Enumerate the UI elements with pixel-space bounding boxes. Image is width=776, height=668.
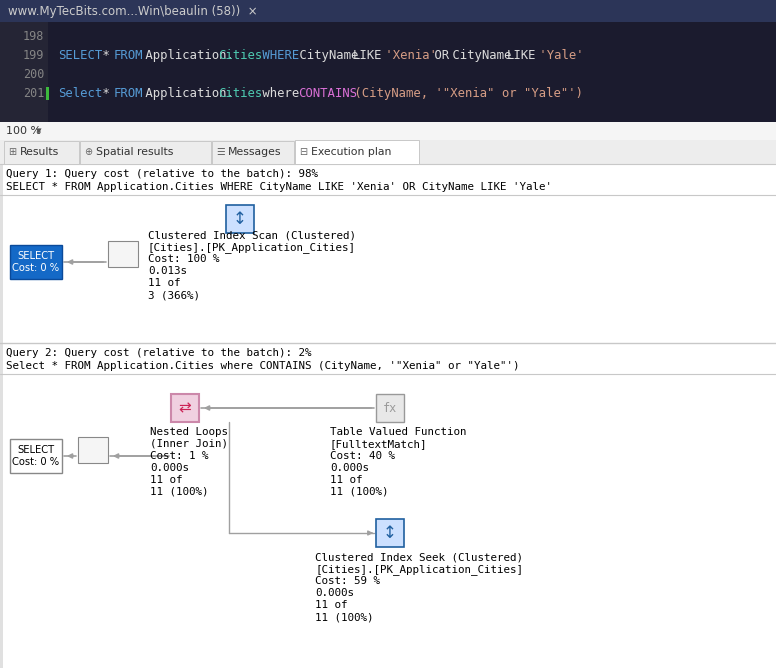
Text: where: where <box>255 87 307 100</box>
Text: Select * FROM Application.Cities where CONTAINS (CityName, '"Xenia" or "Yale"'): Select * FROM Application.Cities where C… <box>6 361 519 371</box>
Text: 100 %: 100 % <box>6 126 41 136</box>
Text: Clustered Index Seek (Clustered): Clustered Index Seek (Clustered) <box>315 552 523 562</box>
Text: ☰: ☰ <box>216 147 225 157</box>
Text: LIKE: LIKE <box>353 49 383 62</box>
Text: Cost: 59 %: Cost: 59 % <box>315 576 380 586</box>
Text: 'Yale': 'Yale' <box>532 49 584 62</box>
Text: [Cities].[PK_Application_Cities]: [Cities].[PK_Application_Cities] <box>148 242 356 253</box>
Bar <box>0 164 776 668</box>
Text: 0.000s: 0.000s <box>330 463 369 473</box>
Text: SELECT * FROM Application.Cities WHERE CityName LIKE 'Xenia' OR CityName LIKE 'Y: SELECT * FROM Application.Cities WHERE C… <box>6 182 552 192</box>
Text: 198: 198 <box>23 30 44 43</box>
Bar <box>0 0 776 22</box>
Bar <box>226 205 254 233</box>
Text: 11 (100%): 11 (100%) <box>150 487 209 497</box>
Bar <box>108 241 138 267</box>
Text: Table Valued Function: Table Valued Function <box>330 427 466 437</box>
Text: CityName: CityName <box>292 49 365 62</box>
Text: [Cities].[PK_Application_Cities]: [Cities].[PK_Application_Cities] <box>315 564 523 575</box>
Text: SELECT
Cost: 0 %: SELECT Cost: 0 % <box>12 445 60 467</box>
Text: 200: 200 <box>23 68 44 81</box>
Text: Nested Loops: Nested Loops <box>150 427 228 437</box>
Text: 11 of: 11 of <box>148 278 181 288</box>
Text: 0.013s: 0.013s <box>148 266 187 276</box>
Text: 3 (366%): 3 (366%) <box>148 290 200 300</box>
Bar <box>0 164 3 668</box>
Text: 201: 201 <box>23 87 44 100</box>
Bar <box>4 141 79 164</box>
Text: Cities: Cities <box>218 49 262 62</box>
Text: (Inner Join): (Inner Join) <box>150 439 228 449</box>
Bar <box>0 22 776 122</box>
Text: *: * <box>95 87 117 100</box>
Text: Messages: Messages <box>228 147 282 157</box>
Text: ↕: ↕ <box>233 210 247 228</box>
Text: Cost: 40 %: Cost: 40 % <box>330 451 395 461</box>
Bar <box>376 394 404 422</box>
Text: Execution plan: Execution plan <box>311 147 391 157</box>
Text: ▾: ▾ <box>36 126 42 136</box>
Text: (CityName, '"Xenia" or "Yale"'): (CityName, '"Xenia" or "Yale"') <box>347 87 583 100</box>
Text: CityName: CityName <box>445 49 519 62</box>
Bar <box>295 140 419 164</box>
Text: ⊞: ⊞ <box>8 147 16 157</box>
Text: Results: Results <box>20 147 59 157</box>
Text: 11 (100%): 11 (100%) <box>315 612 373 622</box>
Bar <box>0 122 776 140</box>
Text: Query 2: Query cost (relative to the batch): 2%: Query 2: Query cost (relative to the bat… <box>6 348 311 358</box>
Text: FROM: FROM <box>113 49 143 62</box>
Text: 'Xenia': 'Xenia' <box>378 49 437 62</box>
Text: 11 (100%): 11 (100%) <box>330 487 389 497</box>
Bar <box>78 437 108 463</box>
Text: 11 of: 11 of <box>330 475 362 485</box>
Text: ⇄: ⇄ <box>178 401 192 415</box>
Text: ↕: ↕ <box>383 524 397 542</box>
Text: [FulltextMatch]: [FulltextMatch] <box>330 439 428 449</box>
Text: 11 of: 11 of <box>315 600 348 610</box>
Bar <box>46 87 49 100</box>
Bar <box>80 141 211 164</box>
Text: OR: OR <box>427 49 449 62</box>
Bar <box>10 245 62 279</box>
Text: ⊕: ⊕ <box>84 147 92 157</box>
Text: Clustered Index Scan (Clustered): Clustered Index Scan (Clustered) <box>148 230 356 240</box>
Text: Select: Select <box>58 87 102 100</box>
Text: 11 of: 11 of <box>150 475 182 485</box>
Bar <box>171 394 199 422</box>
Text: fx: fx <box>383 401 397 415</box>
Bar <box>212 141 294 164</box>
Text: ⊟: ⊟ <box>299 147 307 157</box>
Bar <box>0 22 48 122</box>
Text: Cost: 1 %: Cost: 1 % <box>150 451 209 461</box>
Text: WHERE: WHERE <box>255 49 299 62</box>
Text: 199: 199 <box>23 49 44 62</box>
Bar <box>0 140 776 164</box>
Text: Application.: Application. <box>138 49 234 62</box>
Text: SELECT
Cost: 0 %: SELECT Cost: 0 % <box>12 251 60 273</box>
Text: CONTAINS: CONTAINS <box>298 87 357 100</box>
Text: Cost: 100 %: Cost: 100 % <box>148 254 220 264</box>
Text: FROM: FROM <box>113 87 143 100</box>
Text: www.MyTecBits.com...Win\beaulin (58))  ×: www.MyTecBits.com...Win\beaulin (58)) × <box>8 5 258 17</box>
Bar <box>376 519 404 547</box>
Text: Cities: Cities <box>218 87 262 100</box>
Bar <box>10 439 62 473</box>
Text: 0.000s: 0.000s <box>150 463 189 473</box>
Text: *: * <box>95 49 117 62</box>
Text: SELECT: SELECT <box>58 49 102 62</box>
Text: Spatial results: Spatial results <box>96 147 173 157</box>
Text: 0.000s: 0.000s <box>315 588 354 598</box>
Text: Query 1: Query cost (relative to the batch): 98%: Query 1: Query cost (relative to the bat… <box>6 169 318 179</box>
Text: Application.: Application. <box>138 87 234 100</box>
Text: LIKE: LIKE <box>507 49 536 62</box>
